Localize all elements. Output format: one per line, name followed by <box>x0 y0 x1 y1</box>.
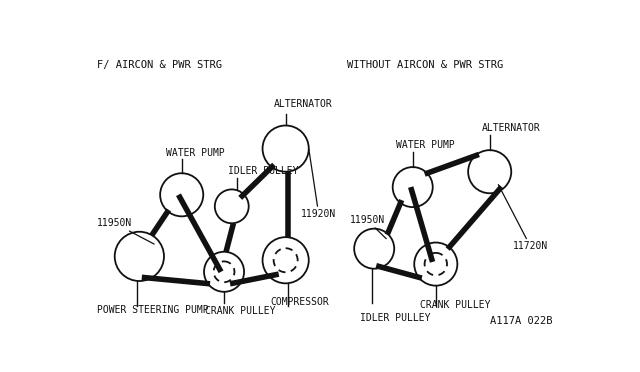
Text: POWER STEERING PUMP: POWER STEERING PUMP <box>97 305 209 315</box>
Text: 11950N: 11950N <box>97 218 154 244</box>
Text: CRANK PULLEY: CRANK PULLEY <box>205 306 275 316</box>
Text: F/ AIRCON & PWR STRG: F/ AIRCON & PWR STRG <box>97 60 222 70</box>
Text: 11920N: 11920N <box>301 148 336 219</box>
Text: ALTERNATOR: ALTERNATOR <box>482 123 541 133</box>
Text: A117A 022B: A117A 022B <box>490 316 552 326</box>
Text: IDLER PULLEY: IDLER PULLEY <box>360 313 431 323</box>
Text: 11950N: 11950N <box>349 215 386 239</box>
Text: ALTERNATOR: ALTERNATOR <box>274 99 333 109</box>
Text: CRANK PULLEY: CRANK PULLEY <box>420 299 491 310</box>
Text: WATER PUMP: WATER PUMP <box>396 140 454 150</box>
Text: WITHOUT AIRCON & PWR STRG: WITHOUT AIRCON & PWR STRG <box>348 60 504 70</box>
Text: WATER PUMP: WATER PUMP <box>166 148 225 158</box>
Text: IDLER PULLEY: IDLER PULLEY <box>228 166 298 176</box>
Text: COMPRESSOR: COMPRESSOR <box>270 297 329 307</box>
Text: 11720N: 11720N <box>499 185 548 251</box>
